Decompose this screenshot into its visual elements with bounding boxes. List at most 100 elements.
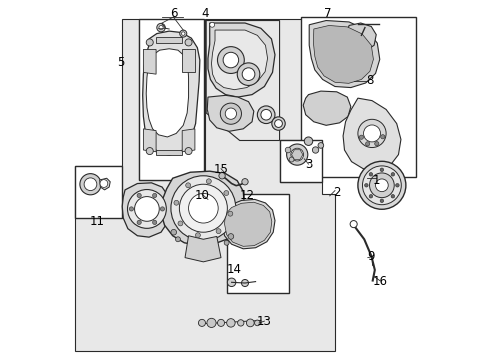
Ellipse shape	[274, 120, 282, 127]
Bar	[139, 19, 204, 180]
Polygon shape	[156, 150, 182, 155]
Circle shape	[216, 229, 221, 234]
Polygon shape	[75, 19, 335, 351]
Circle shape	[137, 220, 141, 225]
Text: 8: 8	[367, 74, 374, 87]
Circle shape	[224, 190, 229, 195]
Circle shape	[238, 320, 244, 326]
Circle shape	[218, 319, 224, 327]
Circle shape	[285, 147, 291, 153]
Polygon shape	[143, 31, 200, 155]
Ellipse shape	[261, 109, 271, 120]
Circle shape	[171, 229, 176, 235]
Text: 15: 15	[214, 163, 228, 176]
Circle shape	[207, 318, 216, 328]
Bar	[227, 194, 289, 293]
Text: 9: 9	[368, 251, 375, 264]
Circle shape	[358, 161, 406, 209]
Circle shape	[84, 178, 97, 190]
Circle shape	[228, 211, 233, 216]
Circle shape	[369, 172, 373, 176]
Circle shape	[100, 180, 108, 188]
Circle shape	[304, 137, 313, 145]
Circle shape	[291, 148, 304, 161]
Circle shape	[219, 172, 225, 179]
Circle shape	[178, 221, 183, 226]
Polygon shape	[212, 30, 268, 90]
Bar	[301, 17, 416, 177]
Polygon shape	[346, 23, 376, 50]
Polygon shape	[182, 129, 195, 152]
Circle shape	[364, 125, 380, 142]
Circle shape	[350, 221, 357, 228]
Circle shape	[175, 237, 180, 242]
Circle shape	[220, 103, 242, 124]
Circle shape	[246, 319, 254, 327]
Text: 6: 6	[170, 7, 177, 20]
Polygon shape	[122, 183, 170, 237]
Polygon shape	[343, 98, 401, 170]
Circle shape	[242, 179, 248, 185]
Circle shape	[179, 184, 227, 232]
Circle shape	[174, 200, 179, 205]
Circle shape	[127, 189, 166, 228]
Text: 11: 11	[90, 215, 105, 228]
Circle shape	[369, 194, 373, 198]
Circle shape	[152, 193, 157, 198]
Text: 7: 7	[324, 7, 332, 20]
Circle shape	[375, 179, 388, 192]
Circle shape	[369, 173, 394, 198]
Polygon shape	[99, 178, 110, 190]
Text: 1: 1	[372, 174, 380, 186]
Polygon shape	[208, 23, 275, 97]
Circle shape	[395, 184, 399, 187]
Polygon shape	[303, 91, 351, 125]
Circle shape	[180, 30, 187, 37]
Circle shape	[198, 319, 205, 327]
Circle shape	[196, 233, 200, 238]
Circle shape	[391, 172, 394, 176]
Circle shape	[380, 168, 384, 171]
Circle shape	[358, 119, 386, 148]
Circle shape	[160, 207, 165, 211]
Circle shape	[181, 32, 185, 35]
Ellipse shape	[257, 106, 275, 123]
Circle shape	[381, 135, 385, 139]
Circle shape	[391, 194, 394, 198]
Circle shape	[185, 39, 192, 46]
Text: 5: 5	[117, 57, 124, 69]
Circle shape	[189, 193, 218, 223]
Polygon shape	[182, 49, 195, 72]
Circle shape	[157, 23, 165, 32]
Circle shape	[152, 220, 157, 225]
Circle shape	[135, 197, 159, 221]
Polygon shape	[207, 95, 254, 131]
Circle shape	[289, 157, 294, 162]
Polygon shape	[222, 199, 275, 249]
Text: 12: 12	[239, 189, 254, 202]
Polygon shape	[156, 37, 182, 43]
Circle shape	[242, 68, 255, 81]
Circle shape	[363, 166, 401, 205]
Circle shape	[129, 207, 133, 211]
Polygon shape	[309, 21, 380, 87]
Polygon shape	[224, 202, 272, 246]
Ellipse shape	[272, 117, 285, 130]
Circle shape	[224, 240, 229, 245]
Text: 16: 16	[372, 275, 387, 288]
Circle shape	[186, 183, 191, 188]
Polygon shape	[206, 21, 280, 140]
Bar	[280, 140, 322, 182]
Circle shape	[159, 26, 163, 30]
Circle shape	[227, 278, 236, 287]
Polygon shape	[144, 129, 156, 152]
Circle shape	[318, 143, 324, 148]
Circle shape	[365, 184, 368, 187]
Bar	[75, 166, 122, 218]
Text: 3: 3	[305, 158, 312, 171]
Text: 4: 4	[202, 7, 209, 20]
Polygon shape	[292, 150, 303, 159]
Circle shape	[313, 147, 318, 153]
Circle shape	[223, 52, 239, 68]
Circle shape	[227, 319, 235, 327]
